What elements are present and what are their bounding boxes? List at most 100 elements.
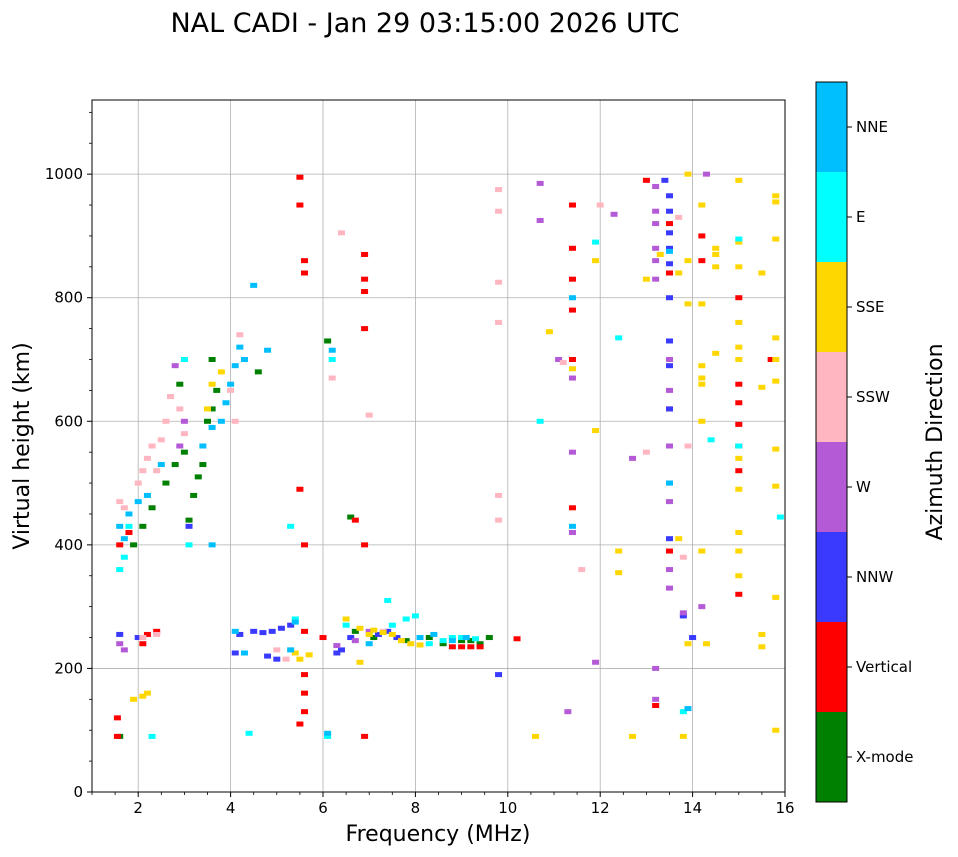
data-point [568, 295, 576, 301]
colorbar-segment [816, 352, 847, 442]
data-point [772, 335, 780, 341]
data-point [143, 690, 151, 696]
colorbar-segment [816, 712, 847, 802]
data-point [758, 270, 766, 276]
data-point [772, 236, 780, 242]
data-point [208, 357, 216, 362]
data-point [398, 638, 406, 644]
data-point [250, 628, 258, 634]
data-point [264, 347, 272, 353]
data-point [666, 338, 673, 344]
data-point [568, 202, 576, 208]
data-point [439, 638, 447, 644]
data-point [656, 251, 664, 257]
data-point [291, 619, 299, 625]
data-point [689, 635, 697, 641]
colorbar-segment [816, 172, 847, 262]
data-point [476, 641, 484, 647]
data-point [430, 631, 438, 637]
data-point [139, 635, 147, 641]
data-point [287, 523, 295, 529]
data-point [180, 357, 188, 362]
data-point [194, 474, 202, 480]
data-point [268, 628, 276, 634]
data-point [679, 610, 687, 616]
data-point [698, 258, 706, 264]
data-point [439, 641, 447, 647]
data-point [596, 202, 604, 208]
data-point [139, 693, 147, 699]
data-point [712, 350, 720, 356]
data-point [113, 733, 121, 739]
data-point [167, 394, 175, 400]
data-point [301, 709, 309, 715]
data-point [393, 635, 401, 641]
data-point [157, 462, 165, 468]
data-point [735, 591, 743, 597]
data-point [204, 418, 211, 424]
data-point [666, 270, 673, 276]
data-point [666, 261, 673, 267]
data-point [772, 199, 780, 205]
x-tick-label: 10 [498, 799, 517, 817]
data-point [735, 295, 743, 301]
data-point [485, 635, 493, 641]
data-point [652, 258, 660, 264]
data-point [495, 492, 503, 498]
data-point [148, 733, 156, 739]
data-point [712, 264, 720, 270]
data-point [684, 258, 692, 264]
data-point [347, 635, 355, 641]
data-point [162, 418, 170, 424]
data-point [361, 542, 369, 548]
data-point [361, 251, 369, 257]
data-point [735, 573, 743, 579]
colorbar-label: SSE [856, 298, 885, 316]
data-point [180, 431, 188, 437]
data-point [337, 230, 345, 236]
data-point [171, 462, 179, 468]
data-point [185, 542, 193, 548]
data-point [772, 727, 780, 733]
data-point [568, 366, 576, 372]
data-point [139, 641, 147, 647]
data-point [684, 706, 692, 712]
data-point [116, 631, 124, 637]
data-point [675, 214, 683, 220]
data-point [735, 443, 743, 449]
data-point [384, 597, 392, 603]
data-point [240, 650, 248, 656]
data-point [666, 208, 673, 214]
data-point [758, 384, 766, 390]
data-point [652, 665, 660, 671]
data-point [143, 631, 151, 637]
data-point [735, 236, 743, 242]
data-point [162, 480, 170, 486]
data-point [425, 635, 433, 641]
data-point [735, 400, 743, 406]
series-vertical [113, 174, 775, 739]
data-point [301, 672, 309, 678]
data-point [652, 184, 660, 189]
data-point [208, 381, 216, 387]
data-point [772, 193, 780, 199]
x-tick-label: 14 [683, 799, 702, 817]
data-point [458, 638, 466, 644]
data-point [351, 638, 359, 644]
colorbar-label: E [856, 208, 865, 226]
data-point [217, 418, 225, 424]
y-tick-label: 800 [54, 289, 83, 307]
data-point [698, 202, 706, 208]
data-point [328, 375, 336, 381]
y-axis-label: Virtual height (km) [10, 342, 35, 549]
data-point [679, 613, 687, 619]
data-point [402, 616, 410, 622]
data-point [666, 363, 673, 369]
data-point [185, 517, 193, 523]
data-point [666, 357, 673, 362]
data-point [666, 548, 673, 554]
data-point [264, 653, 272, 659]
data-point [296, 174, 304, 180]
data-point [180, 418, 188, 424]
data-point [772, 483, 780, 489]
